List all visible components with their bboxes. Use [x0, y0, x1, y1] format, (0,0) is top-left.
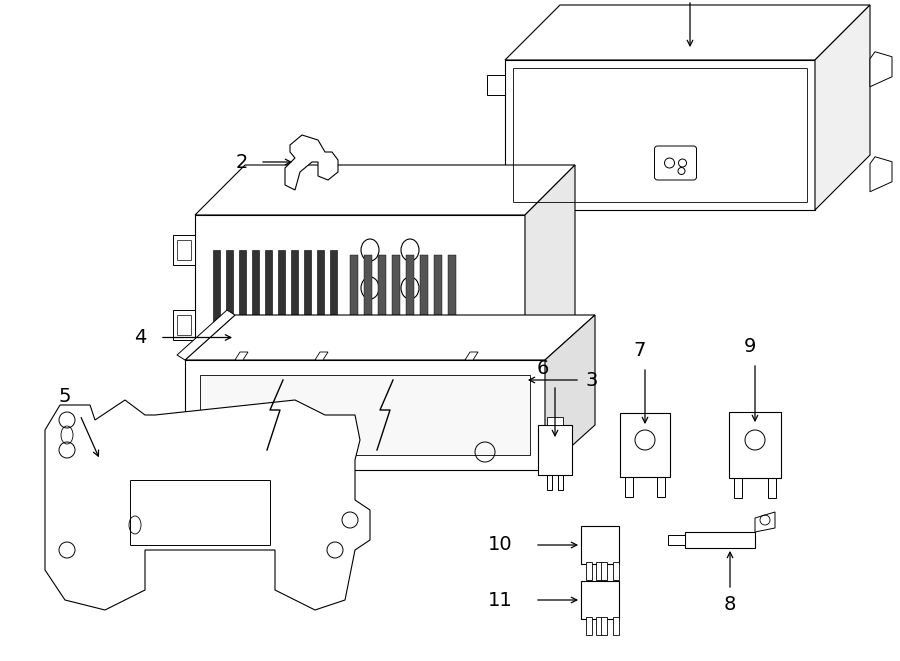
Bar [265, 250, 272, 350]
Bar [278, 250, 285, 350]
Polygon shape [620, 413, 670, 477]
Polygon shape [505, 5, 870, 60]
Polygon shape [285, 135, 338, 190]
Text: 6: 6 [536, 358, 549, 377]
Bar [601, 617, 607, 635]
Bar [596, 617, 602, 635]
Polygon shape [195, 215, 525, 370]
Polygon shape [235, 352, 248, 360]
Bar [406, 255, 414, 345]
Polygon shape [173, 235, 195, 265]
Bar [586, 562, 592, 580]
Bar [239, 250, 246, 350]
Bar [350, 255, 358, 345]
Bar [330, 250, 337, 350]
Polygon shape [185, 360, 545, 470]
Bar [547, 472, 552, 490]
Bar [392, 255, 400, 345]
Bar [252, 250, 259, 350]
Polygon shape [235, 370, 270, 392]
Polygon shape [815, 5, 870, 210]
Polygon shape [685, 532, 755, 548]
Polygon shape [487, 170, 505, 190]
Bar [613, 617, 619, 635]
Polygon shape [870, 52, 892, 87]
Text: 7: 7 [634, 340, 646, 360]
Polygon shape [581, 526, 619, 564]
Polygon shape [729, 412, 781, 478]
Polygon shape [525, 165, 575, 370]
Bar [558, 472, 563, 490]
Polygon shape [195, 165, 575, 215]
Bar [734, 476, 742, 498]
Bar [304, 250, 311, 350]
Polygon shape [487, 75, 505, 95]
Bar [213, 250, 220, 350]
Text: 4: 4 [134, 328, 146, 347]
Polygon shape [173, 310, 195, 340]
Bar [768, 476, 776, 498]
Bar [434, 255, 442, 345]
Text: 5: 5 [58, 387, 71, 407]
Text: 11: 11 [488, 590, 512, 609]
Polygon shape [315, 352, 328, 360]
Bar [596, 562, 602, 580]
Bar [547, 417, 563, 425]
Bar [364, 255, 372, 345]
Polygon shape [185, 315, 595, 360]
Text: 3: 3 [586, 371, 598, 389]
Bar [378, 255, 386, 345]
Polygon shape [668, 535, 685, 545]
Polygon shape [755, 512, 775, 532]
Text: 8: 8 [724, 596, 736, 615]
Bar [420, 255, 428, 345]
Bar [291, 250, 298, 350]
Text: 1: 1 [729, 0, 742, 5]
Bar [427, 380, 439, 400]
Bar [613, 562, 619, 580]
Polygon shape [505, 60, 815, 210]
Bar [586, 617, 592, 635]
Bar [601, 562, 607, 580]
Text: 10: 10 [488, 535, 512, 555]
Polygon shape [538, 425, 572, 475]
Polygon shape [415, 370, 450, 392]
Bar [463, 380, 475, 400]
Polygon shape [415, 370, 485, 405]
Bar [657, 475, 665, 497]
Polygon shape [545, 315, 595, 470]
Polygon shape [465, 352, 478, 360]
Bar [448, 255, 456, 345]
Polygon shape [200, 375, 530, 455]
Polygon shape [870, 157, 892, 192]
Polygon shape [581, 581, 619, 619]
Polygon shape [177, 310, 235, 360]
Polygon shape [45, 400, 370, 610]
Bar [445, 380, 457, 400]
Text: 2: 2 [236, 153, 248, 171]
Bar [625, 475, 633, 497]
Bar [317, 250, 324, 350]
Text: 9: 9 [743, 338, 756, 356]
Bar [226, 250, 233, 350]
